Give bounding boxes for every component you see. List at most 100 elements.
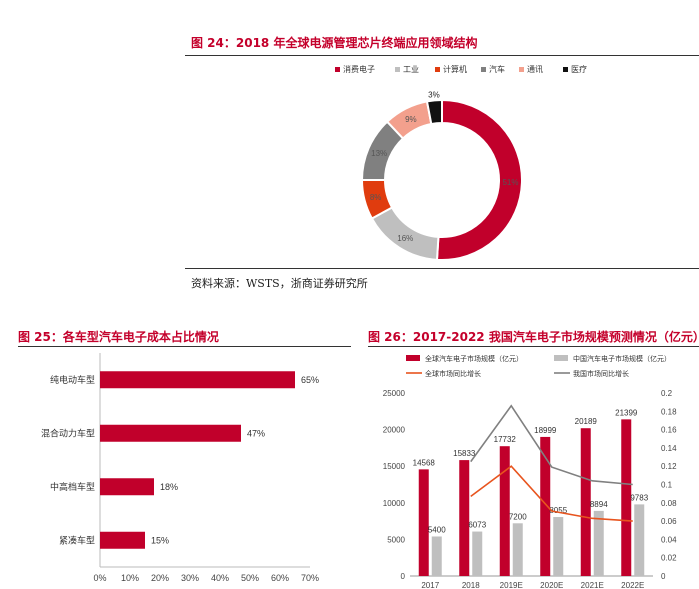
- bar-global: [499, 446, 510, 576]
- x-tick-label: 2018: [462, 581, 480, 589]
- data-label-china: 8894: [590, 500, 608, 509]
- x-tick-label: 2020E: [540, 581, 563, 589]
- legend-swatch: [554, 355, 568, 361]
- figure-24-source: 资料来源：WSTS，浙商证券研究所: [191, 277, 368, 290]
- y2-tick-label: 0.16: [661, 426, 677, 435]
- y-tick-label: 15000: [383, 462, 406, 471]
- legend-label: 中国汽车电子市场规模（亿元）: [573, 354, 671, 363]
- figure-25-top-rule: [18, 346, 351, 347]
- category-label: 混合动力车型: [41, 427, 95, 438]
- y2-tick-label: 0.02: [661, 554, 677, 563]
- data-label-global: 17732: [494, 435, 517, 444]
- legend-label: 全球市场同比增长: [425, 369, 481, 378]
- horizontal-bar-chart: 纯电动车型 65% 混合动力车型 47% 中高档车型 18% 紧凑车型 15% 0% 10% 20%…: [41, 353, 319, 583]
- data-label: 18%: [160, 482, 178, 492]
- y-tick-label: 10000: [383, 499, 406, 508]
- x-tick-label: 30%: [181, 573, 199, 583]
- data-label: 65%: [301, 375, 319, 385]
- category-label: 紧凑车型: [59, 534, 95, 545]
- slice-label: 51%: [502, 178, 518, 187]
- y2-tick-label: 0.08: [661, 499, 677, 508]
- x-tick-label: 20%: [151, 573, 169, 583]
- bar: [100, 531, 145, 549]
- y-tick-label: 5000: [387, 535, 405, 544]
- data-label-global: 15833: [453, 449, 476, 458]
- data-label-china: 7200: [509, 512, 527, 521]
- x-tick-label: 0%: [93, 573, 106, 583]
- y-tick-label: 20000: [383, 426, 406, 435]
- legend-swatch: [563, 67, 568, 72]
- y2-tick-label: 0: [661, 572, 666, 581]
- y2-tick-label: 0.14: [661, 444, 677, 453]
- donut-slice: [425, 98, 443, 126]
- data-label-china: 6073: [468, 521, 486, 530]
- bar: [100, 371, 295, 389]
- x-tick-label: 2021E: [581, 581, 604, 589]
- bar-china: [634, 504, 645, 576]
- data-label-global: 18999: [534, 426, 557, 435]
- data-label-china: 9783: [630, 493, 648, 502]
- slice-label: 9%: [405, 115, 417, 124]
- bar-global: [580, 428, 591, 576]
- bar-china: [472, 531, 483, 576]
- bar-global: [418, 469, 429, 576]
- bar-china: [431, 536, 442, 576]
- bar-china: [593, 510, 604, 576]
- figure-24-top-rule: [185, 55, 699, 56]
- donut-chart: 消费电子 工业 计算机 汽车 通讯 医疗 51% 16% 8% 13% 9% 3%: [335, 64, 587, 261]
- legend-swatch: [481, 67, 486, 72]
- figure-24-bottom-rule: [185, 268, 699, 269]
- slice-label: 13%: [371, 149, 387, 158]
- data-label-china: 5400: [428, 525, 446, 534]
- figure-24-title: 图 24：2018 年全球电源管理芯片终端应用领域结构: [191, 36, 478, 50]
- bar-global: [540, 436, 551, 576]
- figure-26-top-rule: [368, 346, 699, 347]
- line-china-growth: [470, 404, 633, 486]
- bar-global: [621, 419, 632, 576]
- legend-swatch: [406, 355, 420, 361]
- legend-label: 计算机: [443, 64, 467, 74]
- y2-tick-label: 0.04: [661, 535, 677, 544]
- legend-label: 我国市场同比增长: [573, 369, 629, 378]
- bar: [100, 424, 241, 442]
- figure-26-title: 图 26：2017-2022 我国汽车电子市场规模预测情况（亿元）: [368, 330, 699, 344]
- slice-label: 3%: [428, 90, 440, 99]
- data-label: 15%: [151, 535, 169, 545]
- x-tick-label: 60%: [271, 573, 289, 583]
- data-label: 47%: [247, 428, 265, 438]
- legend-label: 工业: [403, 64, 419, 74]
- x-tick-label: 2017: [421, 581, 439, 589]
- data-label-global: 20189: [575, 417, 598, 426]
- combo-chart: 全球汽车电子市场规模（亿元） 中国汽车电子市场规模（亿元） 全球市场同比增长 我国市场…: [383, 354, 677, 589]
- y-tick-label: 0: [401, 572, 406, 581]
- category-label: 中高档车型: [50, 481, 95, 492]
- figure-25-title: 图 25：各车型汽车电子成本占比情况: [18, 330, 219, 344]
- y2-tick-label: 0.18: [661, 407, 677, 416]
- legend-swatch: [395, 67, 400, 72]
- category-label: 纯电动车型: [50, 374, 95, 385]
- legend-label: 汽车: [489, 64, 505, 74]
- x-tick-label: 10%: [121, 573, 139, 583]
- data-label-china: 8055: [549, 506, 567, 515]
- legend-label: 消费电子: [343, 64, 375, 74]
- slice-label: 16%: [397, 234, 413, 243]
- data-label-global: 14568: [413, 458, 436, 467]
- bar: [100, 478, 154, 496]
- slice-label: 8%: [370, 193, 382, 202]
- legend-label: 全球汽车电子市场规模（亿元）: [425, 354, 523, 363]
- legend-swatch: [435, 67, 440, 72]
- x-tick-label: 40%: [211, 573, 229, 583]
- bar-china: [553, 517, 564, 576]
- y2-tick-label: 0.12: [661, 462, 677, 471]
- y2-tick-label: 0.2: [661, 389, 673, 398]
- legend-swatch: [519, 67, 524, 72]
- bar-global: [459, 460, 470, 576]
- y2-tick-label: 0.06: [661, 517, 677, 526]
- line-global-growth: [470, 465, 633, 522]
- y2-tick-label: 0.1: [661, 481, 673, 490]
- x-tick-label: 2019E: [500, 581, 523, 589]
- x-tick-label: 70%: [301, 573, 319, 583]
- legend-swatch: [335, 67, 340, 72]
- data-label-global: 21399: [615, 408, 638, 417]
- donut-slice: [435, 98, 523, 261]
